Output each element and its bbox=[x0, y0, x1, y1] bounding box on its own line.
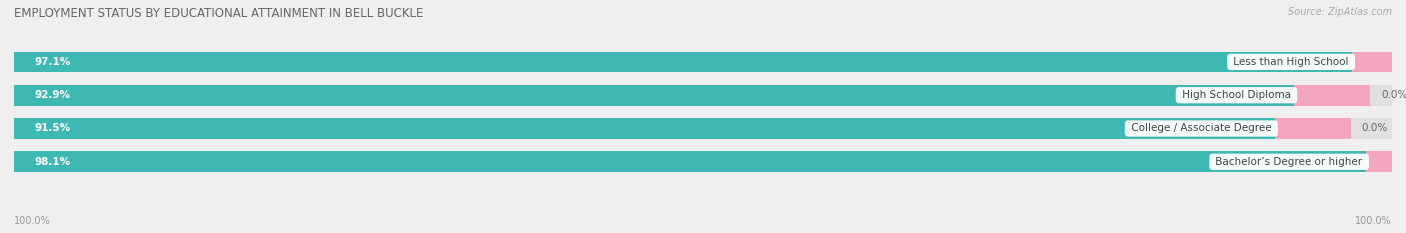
Text: EMPLOYMENT STATUS BY EDUCATIONAL ATTAINMENT IN BELL BUCKLE: EMPLOYMENT STATUS BY EDUCATIONAL ATTAINM… bbox=[14, 7, 423, 20]
Text: 0.0%: 0.0% bbox=[1361, 123, 1388, 134]
Text: 92.9%: 92.9% bbox=[35, 90, 70, 100]
Text: 100.0%: 100.0% bbox=[1355, 216, 1392, 226]
Text: 91.5%: 91.5% bbox=[35, 123, 70, 134]
Text: College / Associate Degree: College / Associate Degree bbox=[1128, 123, 1275, 134]
Legend: In Labor Force, Unemployed: In Labor Force, Unemployed bbox=[607, 231, 799, 233]
Bar bbox=[1294, 85, 1369, 106]
Bar bbox=[14, 51, 1392, 72]
Text: High School Diploma: High School Diploma bbox=[1178, 90, 1294, 100]
Bar bbox=[14, 118, 1392, 139]
Bar bbox=[14, 85, 1392, 106]
Text: Source: ZipAtlas.com: Source: ZipAtlas.com bbox=[1288, 7, 1392, 17]
Bar bbox=[14, 85, 1294, 106]
Text: 98.1%: 98.1% bbox=[35, 157, 70, 167]
Bar bbox=[14, 118, 1275, 139]
Bar bbox=[1365, 151, 1406, 172]
Bar bbox=[1275, 118, 1351, 139]
Bar bbox=[14, 51, 1353, 72]
Text: 0.0%: 0.0% bbox=[1381, 90, 1406, 100]
Bar bbox=[14, 151, 1365, 172]
Text: Less than High School: Less than High School bbox=[1230, 57, 1353, 67]
Text: Bachelor’s Degree or higher: Bachelor’s Degree or higher bbox=[1212, 157, 1365, 167]
Text: 97.1%: 97.1% bbox=[35, 57, 70, 67]
Bar bbox=[14, 151, 1392, 172]
Bar bbox=[1353, 51, 1406, 72]
Text: 100.0%: 100.0% bbox=[14, 216, 51, 226]
